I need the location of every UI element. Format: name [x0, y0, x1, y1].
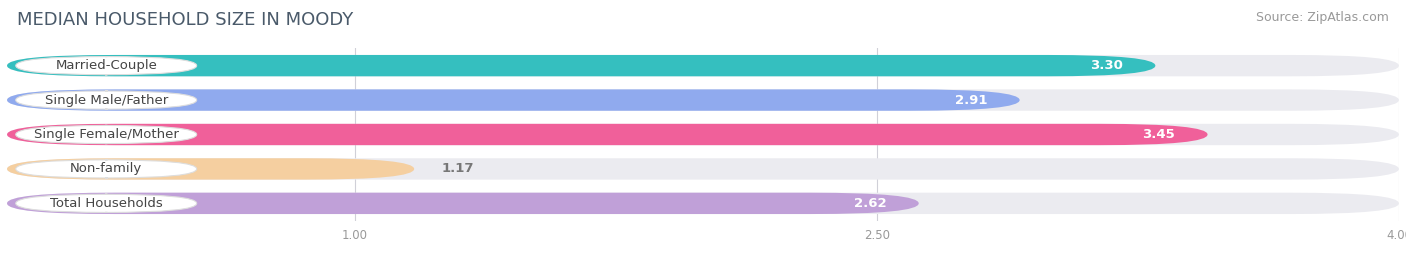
FancyBboxPatch shape [7, 55, 1399, 76]
Text: Married-Couple: Married-Couple [55, 59, 157, 72]
Text: 3.45: 3.45 [1143, 128, 1175, 141]
FancyBboxPatch shape [15, 91, 197, 109]
FancyBboxPatch shape [7, 124, 1208, 145]
Text: MEDIAN HOUSEHOLD SIZE IN MOODY: MEDIAN HOUSEHOLD SIZE IN MOODY [17, 11, 353, 29]
Text: Non-family: Non-family [70, 162, 142, 175]
FancyBboxPatch shape [7, 124, 1399, 145]
Text: 2.91: 2.91 [955, 94, 987, 107]
FancyBboxPatch shape [7, 55, 1156, 76]
FancyBboxPatch shape [15, 160, 197, 178]
Text: Total Households: Total Households [49, 197, 163, 210]
Text: 2.62: 2.62 [853, 197, 886, 210]
FancyBboxPatch shape [15, 125, 197, 144]
Text: Single Female/Mother: Single Female/Mother [34, 128, 179, 141]
FancyBboxPatch shape [7, 89, 1399, 111]
FancyBboxPatch shape [7, 193, 918, 214]
Text: 1.17: 1.17 [441, 162, 474, 175]
Text: 3.30: 3.30 [1090, 59, 1123, 72]
FancyBboxPatch shape [15, 56, 197, 75]
FancyBboxPatch shape [15, 194, 197, 213]
Text: Single Male/Father: Single Male/Father [45, 94, 167, 107]
FancyBboxPatch shape [7, 193, 1399, 214]
Text: Source: ZipAtlas.com: Source: ZipAtlas.com [1256, 11, 1389, 24]
FancyBboxPatch shape [7, 158, 1399, 180]
FancyBboxPatch shape [7, 158, 415, 180]
FancyBboxPatch shape [7, 89, 1019, 111]
